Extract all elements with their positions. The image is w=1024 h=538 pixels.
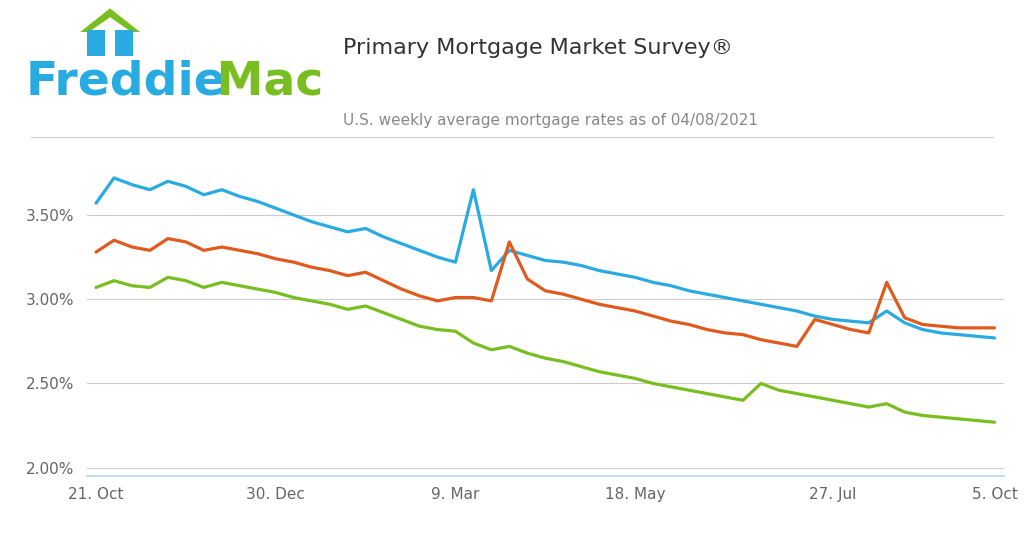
Polygon shape [87, 30, 104, 56]
Text: Mac: Mac [200, 59, 323, 104]
Text: U.S. weekly average mortgage rates as of 04/08/2021: U.S. weekly average mortgage rates as of… [343, 113, 758, 128]
Polygon shape [80, 8, 140, 32]
Polygon shape [116, 30, 133, 56]
Text: Primary Mortgage Market Survey®: Primary Mortgage Market Survey® [343, 38, 733, 58]
Text: Freddie: Freddie [26, 59, 226, 104]
